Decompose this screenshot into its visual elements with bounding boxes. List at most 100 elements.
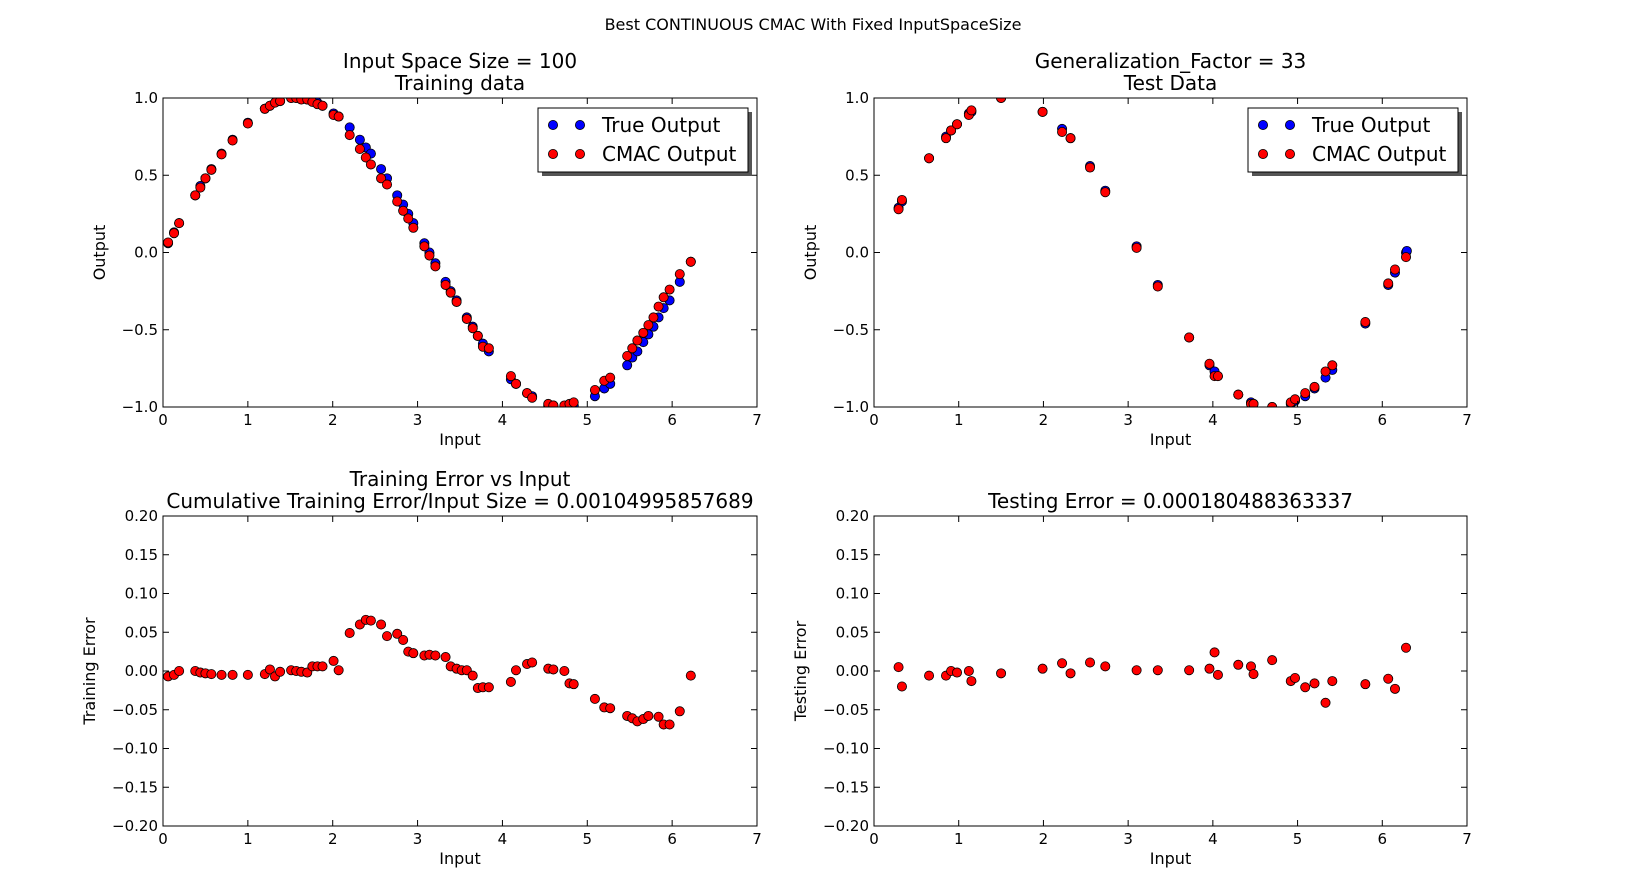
data-point (622, 351, 633, 362)
data-point (632, 335, 643, 346)
x-tick-label: 0 (158, 411, 168, 429)
y-tick-label: −0.15 (112, 778, 158, 796)
x-tick-label: 2 (1039, 830, 1049, 848)
data-point (643, 320, 654, 331)
data-point (952, 667, 963, 678)
figure-suptitle: Best CONTINUOUS CMAC With Fixed InputSpa… (605, 15, 1022, 34)
data-point (174, 666, 185, 677)
subplot-title-line: Test Data (1123, 71, 1218, 95)
x-tick-label: 6 (1378, 411, 1388, 429)
data-point (174, 218, 185, 229)
data-point (511, 378, 522, 389)
legend-entry-label: CMAC Output (1312, 142, 1447, 166)
data-point (664, 284, 675, 295)
y-tick-label: −0.5 (833, 321, 869, 339)
data-point (946, 125, 957, 136)
series-error (893, 642, 1412, 708)
data-point (1327, 360, 1338, 371)
plot-markers (893, 98, 1412, 407)
x-axis-label: Input (439, 849, 480, 868)
data-point (1290, 672, 1301, 683)
y-tick-label: −0.10 (112, 740, 158, 758)
data-point (376, 619, 387, 630)
data-point (1360, 679, 1371, 690)
data-point (966, 676, 977, 687)
data-point (648, 312, 659, 323)
x-tick-label: 6 (667, 411, 677, 429)
data-point (1212, 371, 1223, 382)
x-axis-label: Input (1150, 849, 1191, 868)
y-tick-label: 1.0 (845, 89, 869, 107)
x-tick-label: 5 (1293, 830, 1303, 848)
data-point (451, 296, 462, 307)
x-tick-label: 0 (869, 411, 879, 429)
data-point (424, 250, 435, 261)
data-point (275, 666, 286, 677)
data-point (1037, 106, 1048, 117)
data-point (408, 648, 419, 659)
legend-marker (1285, 148, 1296, 159)
y-tick-label: 0.00 (836, 662, 869, 680)
x-axis-label: Input (439, 430, 480, 449)
data-point (1184, 665, 1195, 676)
plot-markers (893, 642, 1412, 708)
legend-marker (548, 148, 559, 159)
data-point (505, 676, 516, 687)
data-point (216, 149, 227, 160)
legend-marker (1258, 148, 1269, 159)
x-tick-label: 4 (498, 830, 508, 848)
y-tick-label: 0.20 (836, 507, 869, 525)
data-point (511, 665, 522, 676)
x-tick-label: 7 (1462, 830, 1472, 848)
data-point (527, 657, 538, 668)
y-tick-label: 0.5 (845, 166, 869, 184)
y-tick-label: −0.05 (823, 701, 869, 719)
legend-box (537, 107, 749, 173)
data-point (1233, 389, 1244, 400)
data-point (408, 222, 419, 233)
data-point (1152, 281, 1163, 292)
data-point (1233, 659, 1244, 670)
data-point (382, 631, 393, 642)
data-point (1383, 278, 1394, 289)
subplot-title-line: Training data (394, 71, 525, 95)
data-point (354, 134, 365, 145)
data-point (472, 330, 483, 341)
series-cmac-output (163, 98, 696, 407)
x-tick-label: 4 (1208, 411, 1218, 429)
subplot-4: Testing Error = 0.000180488363337 0 1 2 3 4 5 6… (791, 489, 1472, 868)
data-point (505, 371, 516, 382)
data-point (924, 670, 935, 681)
data-point (354, 143, 365, 154)
subplot-title-line: Input Space Size = 100 (343, 49, 577, 73)
data-point (360, 152, 371, 163)
data-point (206, 669, 217, 680)
data-point (275, 98, 286, 107)
data-point (605, 372, 616, 383)
data-point (264, 664, 275, 675)
x-tick-label: 3 (413, 830, 423, 848)
data-point (392, 196, 403, 207)
x-tick-label: 3 (1123, 830, 1133, 848)
x-tick-label: 6 (1378, 830, 1388, 848)
y-axis-label: Output (90, 225, 109, 281)
data-point (483, 343, 494, 354)
data-point (190, 190, 201, 201)
legend: True Output CMAC Output (1247, 107, 1462, 176)
data-point (1248, 398, 1259, 407)
legend-box (1247, 107, 1459, 173)
data-point (548, 664, 559, 675)
data-point (365, 159, 376, 170)
data-point (1300, 682, 1311, 693)
x-tick-label: 7 (752, 411, 762, 429)
legend-entry-label: True Output (1311, 113, 1430, 137)
data-point (643, 710, 654, 721)
data-point (419, 241, 430, 252)
data-point (1401, 252, 1412, 263)
data-point (376, 164, 387, 175)
data-point (1327, 676, 1338, 687)
data-point (1267, 655, 1278, 666)
y-tick-label: 0.15 (836, 546, 869, 564)
